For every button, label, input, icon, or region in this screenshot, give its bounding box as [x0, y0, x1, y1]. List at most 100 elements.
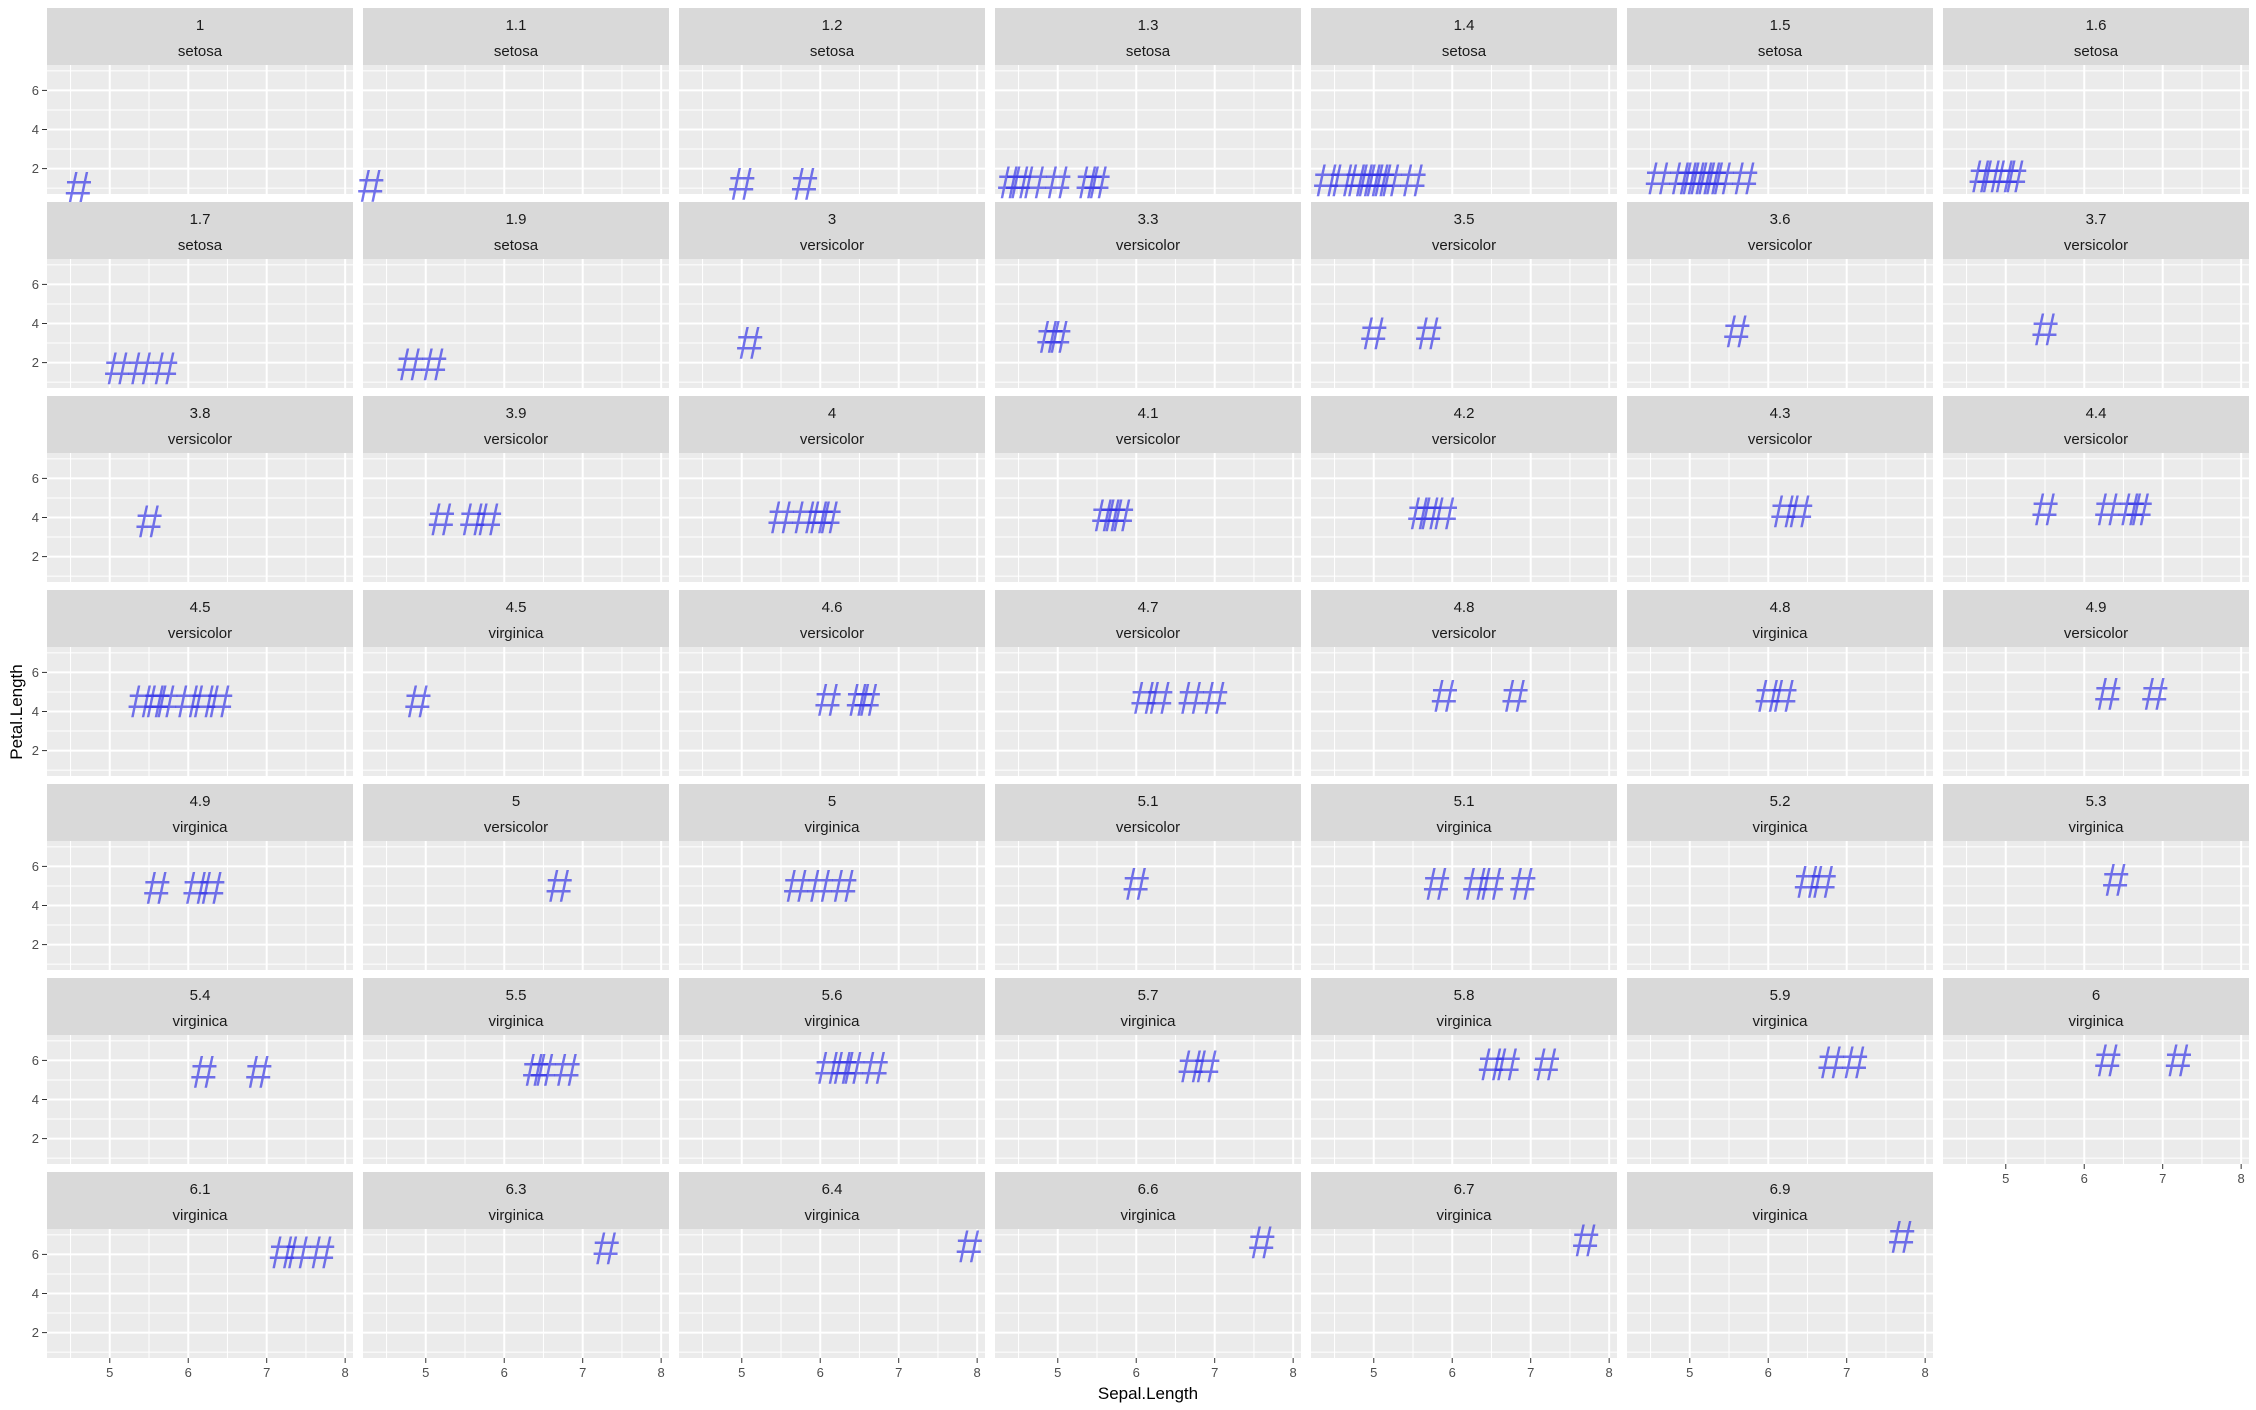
- y-tick-label: 2: [32, 1325, 39, 1340]
- data-point: #: [1249, 1217, 1275, 1269]
- facet-strip-label-petal-length: 6.6: [1138, 1181, 1159, 1198]
- data-point: #: [144, 862, 170, 914]
- data-point: #: [807, 492, 833, 544]
- x-axis-title: Sepal.Length: [1098, 1384, 1198, 1403]
- data-point: #: [1969, 150, 1995, 202]
- x-tick-label: 6: [817, 1365, 824, 1380]
- data-point: #: [1479, 858, 1505, 910]
- facet-panel: 5.5 virginica ###: [363, 978, 669, 1164]
- facet-panel: 1.2 setosa # #: [679, 8, 985, 210]
- facet-strip: [1627, 202, 1933, 259]
- facet-strip: [47, 8, 353, 65]
- facet-strip: [995, 978, 1301, 1035]
- x-tick-label: 6: [2081, 1171, 2088, 1186]
- facet-strip-label-species: setosa: [494, 43, 539, 60]
- y-tick-label: 2: [32, 355, 39, 370]
- data-point: #: [1494, 1038, 1520, 1090]
- x-tick-label: 6: [1133, 1365, 1140, 1380]
- facet-strip-label-species: setosa: [2074, 43, 2119, 60]
- x-tick-label: 8: [1922, 1365, 1929, 1380]
- facet-panel: 4.9 versicolor # #: [1943, 590, 2249, 776]
- data-point: #: [136, 495, 162, 547]
- facet-strip-label-petal-length: 1.2: [822, 17, 843, 34]
- facet-panel: 3.6 versicolor #: [1627, 202, 1933, 388]
- facet-strip-label-species: versicolor: [800, 625, 864, 642]
- facet-strip: [47, 590, 353, 647]
- facet-strip: [1943, 8, 2249, 65]
- y-tick-label: 2: [32, 937, 39, 952]
- facet-strip: [363, 978, 669, 1035]
- data-point: #: [460, 493, 486, 545]
- data-point: #: [1479, 1038, 1505, 1090]
- data-point: #: [768, 492, 794, 544]
- facet-strip-label-species: versicolor: [168, 431, 232, 448]
- facet-strip-label-petal-length: 4.6: [822, 599, 843, 616]
- facet-strip-label-species: versicolor: [1432, 431, 1496, 448]
- data-point: #: [1045, 311, 1071, 363]
- facet-strip-label-species: versicolor: [1116, 237, 1180, 254]
- facet-strip-label-petal-length: 4.5: [506, 599, 527, 616]
- facet-panel: 5.1 versicolor #: [995, 784, 1301, 970]
- data-point: #: [2142, 668, 2168, 720]
- facet-strip: [995, 590, 1301, 647]
- data-point: #: [191, 1046, 217, 1098]
- data-point: #: [1977, 150, 2003, 202]
- data-point: #: [1510, 858, 1536, 910]
- facet-strip: [47, 396, 353, 453]
- x-tick-label: 7: [1211, 1365, 1218, 1380]
- facet-strip-label-petal-length: 4.1: [1138, 405, 1159, 422]
- facet-panel: 4.3 versicolor ##: [1627, 396, 1933, 582]
- facet-strip-label-petal-length: 6: [2092, 987, 2100, 1004]
- data-point: #: [2032, 484, 2058, 536]
- facet-strip-label-petal-length: 5.6: [822, 987, 843, 1004]
- facet-strip: [1627, 396, 1933, 453]
- data-point: #: [2095, 484, 2121, 536]
- facet-strip-label-petal-length: 4: [828, 405, 836, 422]
- y-tick-label: 4: [32, 510, 39, 525]
- facet-strip-label-petal-length: 5.4: [190, 987, 211, 1004]
- data-point: #: [807, 860, 833, 912]
- y-tick-label: 6: [32, 83, 39, 98]
- data-point: #: [2119, 484, 2145, 536]
- y-tick-label: 4: [32, 898, 39, 913]
- data-point: #: [1194, 1040, 1220, 1092]
- facet-panel: 3.8 versicolor 2 4 6 #: [32, 396, 353, 582]
- data-point: #: [1021, 156, 1047, 208]
- facet-strip-label-species: versicolor: [1116, 431, 1180, 448]
- data-point: #: [152, 676, 178, 728]
- data-point: #: [1771, 670, 1797, 722]
- facet-panel: 6.6 virginica 5 6 7 8 #: [995, 1172, 1301, 1380]
- data-point: #: [957, 1221, 983, 1273]
- data-point: #: [144, 676, 170, 728]
- data-point: #: [1092, 490, 1118, 542]
- facet-strip-label-petal-length: 1.5: [1770, 17, 1791, 34]
- facet-strip-label-petal-length: 3.3: [1138, 211, 1159, 228]
- facet-strip-label-species: virginica: [1120, 1207, 1176, 1224]
- facet-panel: 4.8 virginica ##: [1627, 590, 1933, 776]
- facet-strip-label-species: virginica: [1752, 625, 1808, 642]
- data-point: #: [270, 1226, 296, 1278]
- facet-strip-label-petal-length: 4.4: [2086, 405, 2107, 422]
- facet-strip-label-species: versicolor: [484, 819, 548, 836]
- data-point: #: [1178, 672, 1204, 724]
- facet-strip: [995, 202, 1301, 259]
- facet-strip-label-species: virginica: [1436, 819, 1492, 836]
- facet-strip-label-petal-length: 6.4: [822, 1181, 843, 1198]
- facet-panel: 6.4 virginica 5 6 7 8 #: [679, 1172, 985, 1380]
- data-point: #: [152, 342, 178, 394]
- y-tick-label: 6: [32, 665, 39, 680]
- facet-strip-label-petal-length: 1.7: [190, 211, 211, 228]
- facet-strip: [679, 8, 985, 65]
- facet-strip: [1627, 784, 1933, 841]
- facet-strip: [1311, 1172, 1617, 1229]
- data-point: #: [847, 674, 873, 726]
- x-tick-label: 6: [1449, 1365, 1456, 1380]
- facet-strip-label-petal-length: 5.3: [2086, 793, 2107, 810]
